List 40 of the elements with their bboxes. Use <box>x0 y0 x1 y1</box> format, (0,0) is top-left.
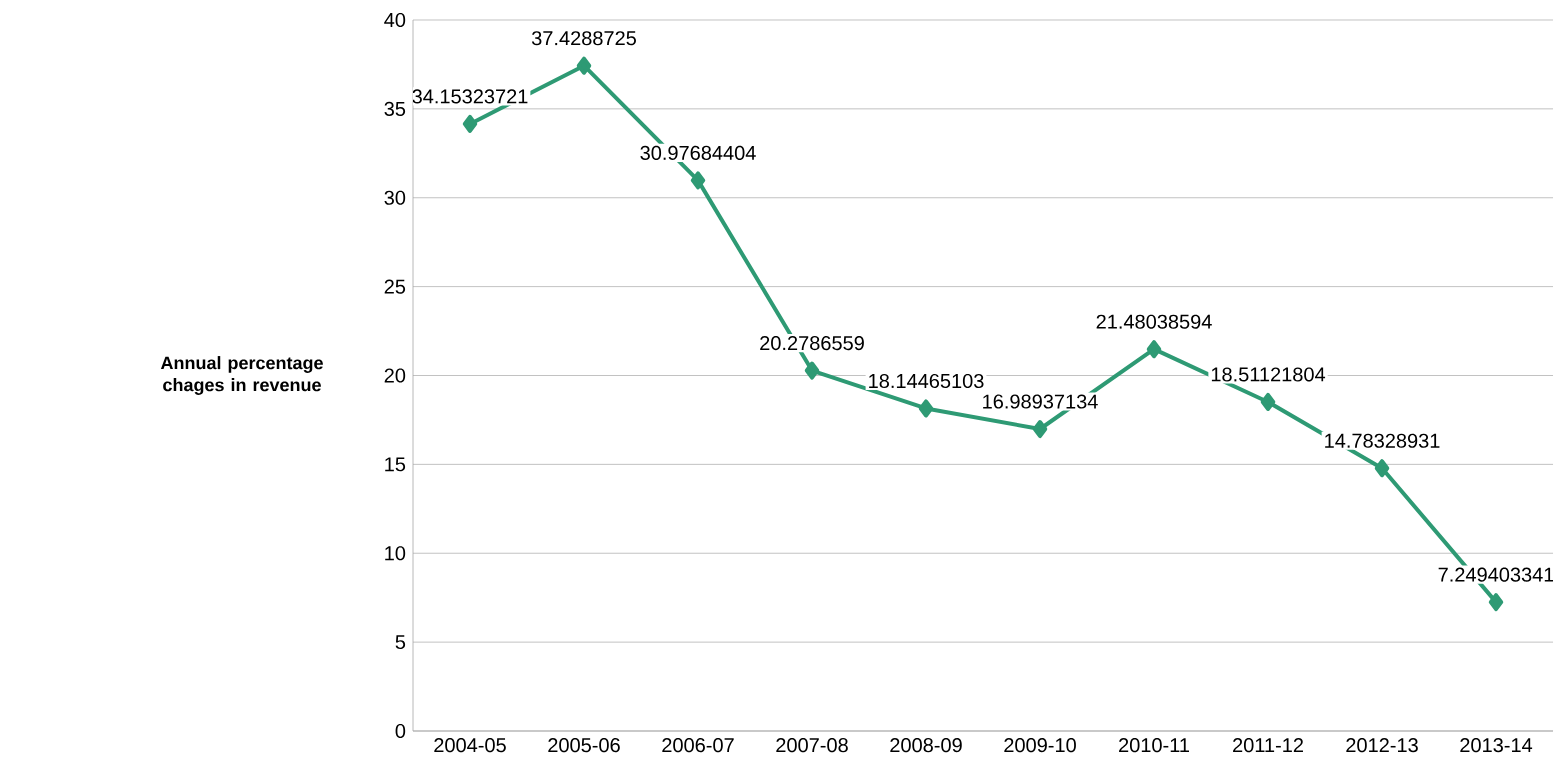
data-label: 18.51121804 <box>1211 367 1326 382</box>
x-tick-label: 2010-11 <box>1119 738 1189 753</box>
data-label: 34.15323721 <box>412 89 528 104</box>
x-tick-label: 2011-12 <box>1233 738 1303 753</box>
point <box>918 399 934 418</box>
y-tick-label: 30 <box>384 190 406 205</box>
point <box>1260 392 1276 411</box>
y-tick-label: 25 <box>384 279 406 294</box>
data-label: 21.48038594 <box>1096 314 1212 329</box>
y-tick-label: 5 <box>395 635 406 650</box>
x-tick-label: 2005-06 <box>548 738 620 753</box>
y-tick-label: 10 <box>385 546 406 561</box>
point <box>1374 459 1390 478</box>
point <box>690 171 706 190</box>
data-label: 18.14465103 <box>869 373 984 389</box>
data-label: 14.78328931 <box>1325 433 1440 448</box>
x-tick-label: 2009-10 <box>1004 738 1076 753</box>
data-label: 37.4288725 <box>531 31 636 46</box>
point <box>1146 340 1162 359</box>
data-label: 20.2786559 <box>760 335 864 351</box>
x-tick-label: 2004-05 <box>434 738 506 753</box>
point <box>804 361 820 380</box>
y-tick-label: 20 <box>384 368 406 383</box>
y-tick-label: 15 <box>385 457 406 472</box>
point <box>576 56 592 75</box>
x-tick-label: 2007-08 <box>776 738 848 753</box>
y-axis-title: Annual percentage chages in revenue <box>160 356 323 395</box>
y-tick-label: 40 <box>384 12 406 28</box>
data-label: 7.249403341 <box>1438 567 1554 582</box>
data-label: 30.97684404 <box>640 145 756 160</box>
x-tick-label: 2012-13 <box>1346 738 1418 753</box>
x-tick-label: 2008-09 <box>890 738 962 753</box>
x-tick-label: 2013-14 <box>1460 738 1533 753</box>
x-tick-label: 2006-07 <box>662 738 734 753</box>
y-tick-label: 35 <box>384 101 406 116</box>
point <box>1488 593 1504 612</box>
point <box>1032 420 1048 439</box>
point <box>462 114 478 133</box>
y-tick-label: 0 <box>395 723 406 739</box>
data-label: 16.98937134 <box>983 394 1098 409</box>
